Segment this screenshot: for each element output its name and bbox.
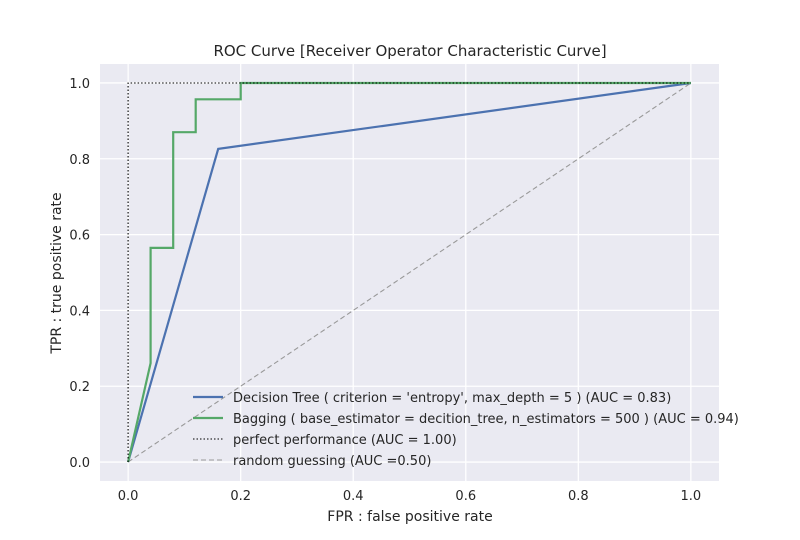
x-tick-label: 0.0: [118, 489, 139, 504]
x-axis-label: FPR : false positive rate: [327, 509, 492, 525]
x-tick-label: 0.4: [343, 489, 364, 504]
chart-title: ROC Curve [Receiver Operator Characteris…: [213, 42, 606, 60]
y-tick-labels: 0.0 0.2 0.4 0.6 0.8 1.0: [69, 77, 90, 471]
x-tick-label: 0.6: [455, 489, 476, 504]
y-tick-label: 0.6: [69, 229, 90, 244]
series-line-3: [127, 82, 692, 463]
series-line-0: [127, 81, 692, 463]
series-layer: [127, 81, 692, 463]
y-tick-label: 0.0: [69, 456, 90, 471]
x-tick-label: 0.2: [230, 489, 251, 504]
legend-label: random guessing (AUC =0.50): [233, 454, 431, 469]
x-tick-label: 1.0: [681, 489, 702, 504]
legend-label: perfect performance (AUC = 1.00): [233, 433, 457, 448]
y-tick-label: 1.0: [69, 77, 90, 92]
x-tick-label: 0.8: [568, 489, 589, 504]
y-tick-label: 0.2: [69, 380, 90, 395]
y-tick-label: 0.8: [69, 153, 90, 168]
y-tick-label: 0.4: [69, 304, 90, 319]
series-line-1: [127, 81, 691, 463]
grid: [100, 64, 719, 481]
series-line-2: [127, 82, 691, 462]
legend-label: Bagging ( base_estimator = decition_tree…: [233, 412, 739, 427]
legend-label: Decision Tree ( criterion = 'entropy', m…: [233, 391, 671, 406]
legend: Decision Tree ( criterion = 'entropy', m…: [193, 391, 739, 469]
x-tick-labels: 0.0 0.2 0.4 0.6 0.8 1.0: [118, 489, 701, 504]
y-axis-label: TPR : true positive rate: [49, 192, 65, 354]
